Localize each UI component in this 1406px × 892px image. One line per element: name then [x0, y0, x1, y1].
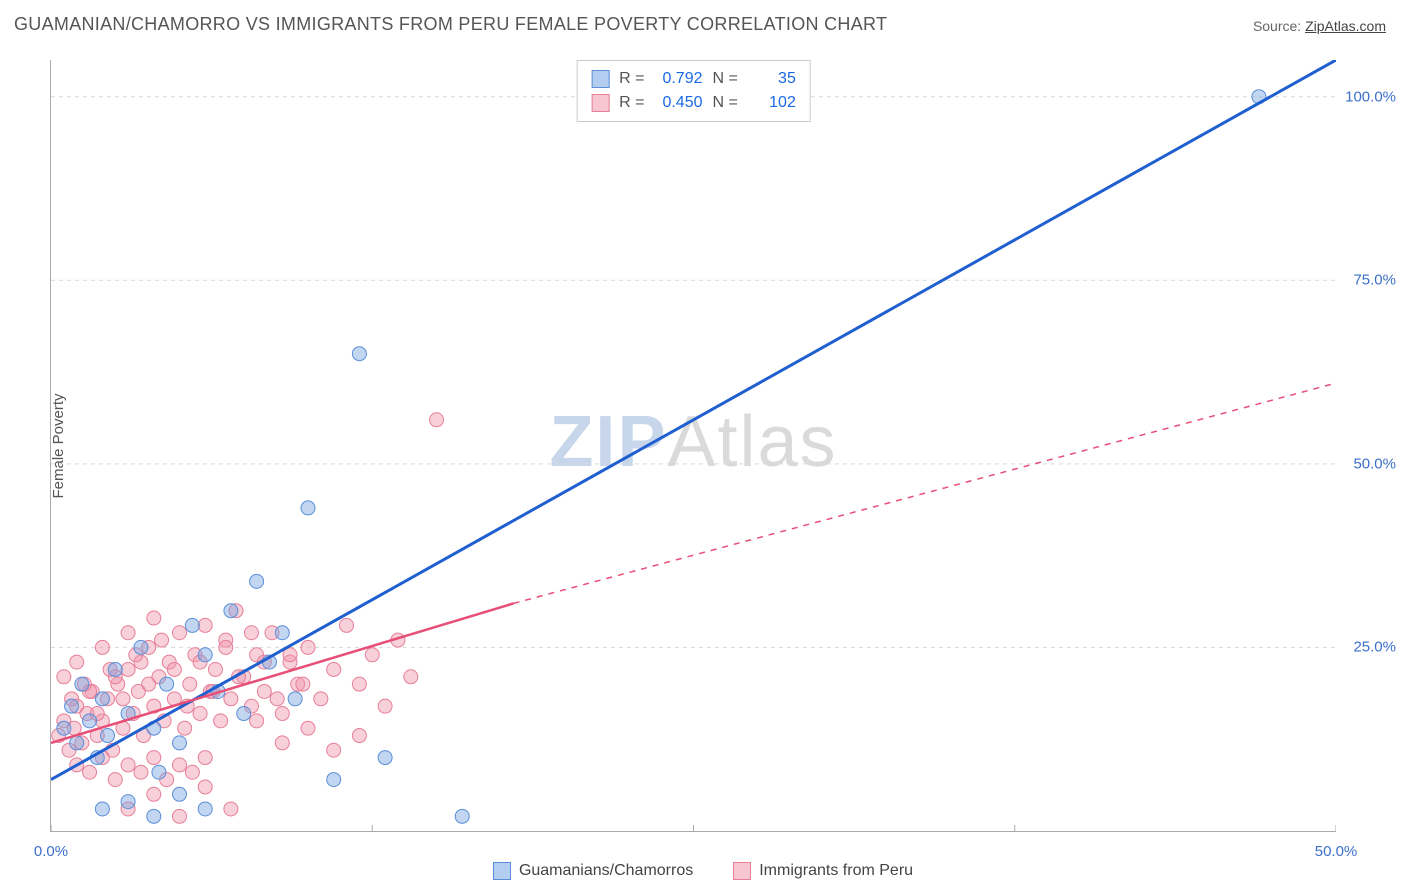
n-value: 35 [748, 67, 796, 91]
correlation-stats-box: R = 0.792 N = 35 R = 0.450 N = 102 [576, 60, 811, 122]
n-value: 102 [748, 91, 796, 115]
n-label: N = [713, 67, 738, 91]
chart-title: GUAMANIAN/CHAMORRO VS IMMIGRANTS FROM PE… [14, 14, 887, 35]
r-value: 0.792 [655, 67, 703, 91]
stats-row: R = 0.450 N = 102 [591, 91, 796, 115]
legend-item: Guamanians/Chamorros [493, 862, 693, 880]
x-tick-label: 0.0% [34, 843, 68, 860]
stats-row: R = 0.792 N = 35 [591, 67, 796, 91]
legend-swatch [493, 862, 511, 880]
r-label: R = [619, 67, 644, 91]
y-tick-label: 50.0% [1353, 455, 1396, 472]
y-tick-label: 75.0% [1353, 272, 1396, 289]
source-attribution: Source: ZipAtlas.com [1253, 18, 1386, 34]
y-tick-label: 25.0% [1353, 639, 1396, 656]
n-label: N = [713, 91, 738, 115]
legend-item: Immigrants from Peru [733, 862, 913, 880]
y-tick-label: 100.0% [1345, 88, 1396, 105]
legend-label: Immigrants from Peru [759, 862, 913, 880]
x-tick-label: 50.0% [1315, 843, 1358, 860]
source-value: ZipAtlas.com [1305, 18, 1386, 34]
bottom-legend: Guamanians/Chamorros Immigrants from Peru [0, 862, 1406, 880]
source-label: Source: [1253, 18, 1305, 34]
legend-label: Guamanians/Chamorros [519, 862, 693, 880]
r-value: 0.450 [655, 91, 703, 115]
plot-area: ZIPAtlas R = 0.792 N = 35 R = 0.450 N = … [50, 60, 1336, 832]
chart-svg [51, 60, 1336, 831]
legend-swatch [733, 862, 751, 880]
legend-swatch [591, 94, 609, 112]
r-label: R = [619, 91, 644, 115]
legend-swatch [591, 70, 609, 88]
